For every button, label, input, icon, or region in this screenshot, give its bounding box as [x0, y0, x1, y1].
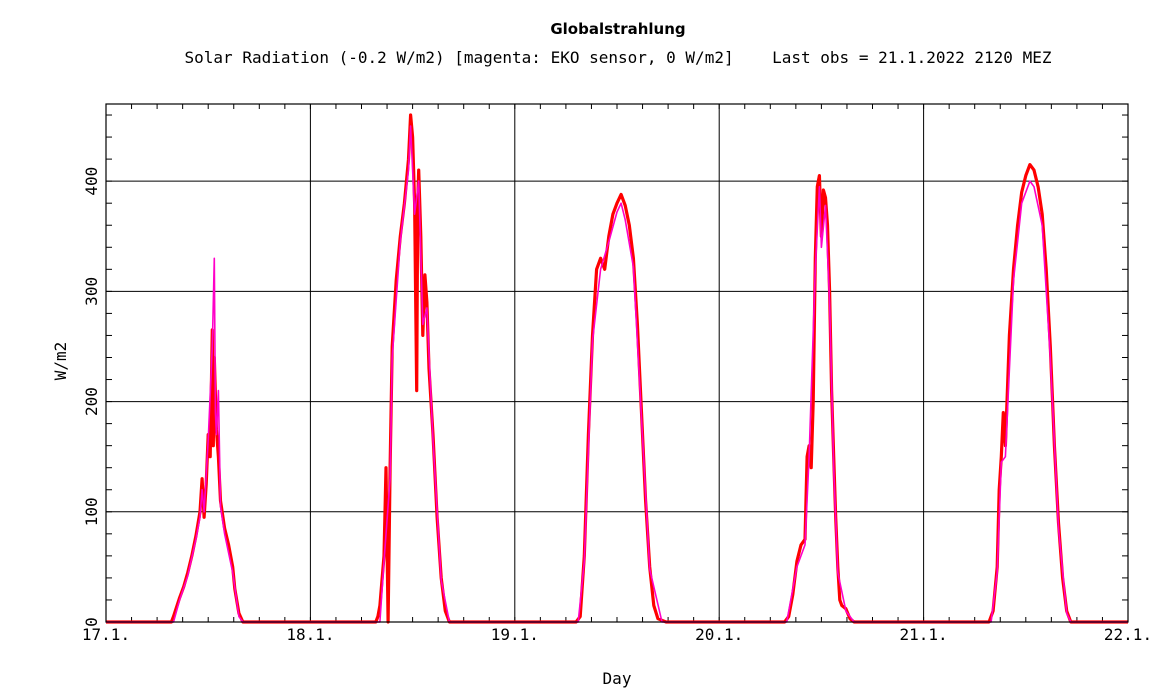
- series-line-eko-sensor: [106, 125, 1128, 623]
- series-layer: [106, 113, 1128, 624]
- chart-heading: Globalstrahlung: [550, 20, 686, 38]
- y-tick-label: 400: [82, 167, 101, 196]
- grid-layer: [105, 104, 1129, 623]
- x-tick-labels: 17.1. 18.1. 19.1. 20.1. 21.1. 22.1.: [82, 625, 1152, 644]
- x-tick-label: 20.1.: [695, 625, 743, 644]
- y-tick-labels: 0 100 200 300 400: [82, 167, 101, 627]
- x-tick-label: 17.1.: [82, 625, 130, 644]
- y-tick-label: 300: [82, 277, 101, 306]
- y-axis-label: W/m2: [51, 342, 70, 381]
- series-line-solar-radiation: [106, 113, 1128, 624]
- x-axis-label: Day: [603, 669, 632, 688]
- y-tick-label: 200: [82, 387, 101, 416]
- x-tick-label: 21.1.: [900, 625, 948, 644]
- x-tick-label: 22.1.: [1104, 625, 1152, 644]
- chart-subtitle: Solar Radiation (-0.2 W/m2) [magenta: EK…: [184, 48, 1052, 67]
- y-tick-label: 100: [82, 497, 101, 526]
- plot-frame: [105, 103, 1129, 623]
- x-tick-label: 19.1.: [491, 625, 539, 644]
- y-tick-label: 0: [82, 617, 101, 627]
- x-tick-label: 18.1.: [286, 625, 334, 644]
